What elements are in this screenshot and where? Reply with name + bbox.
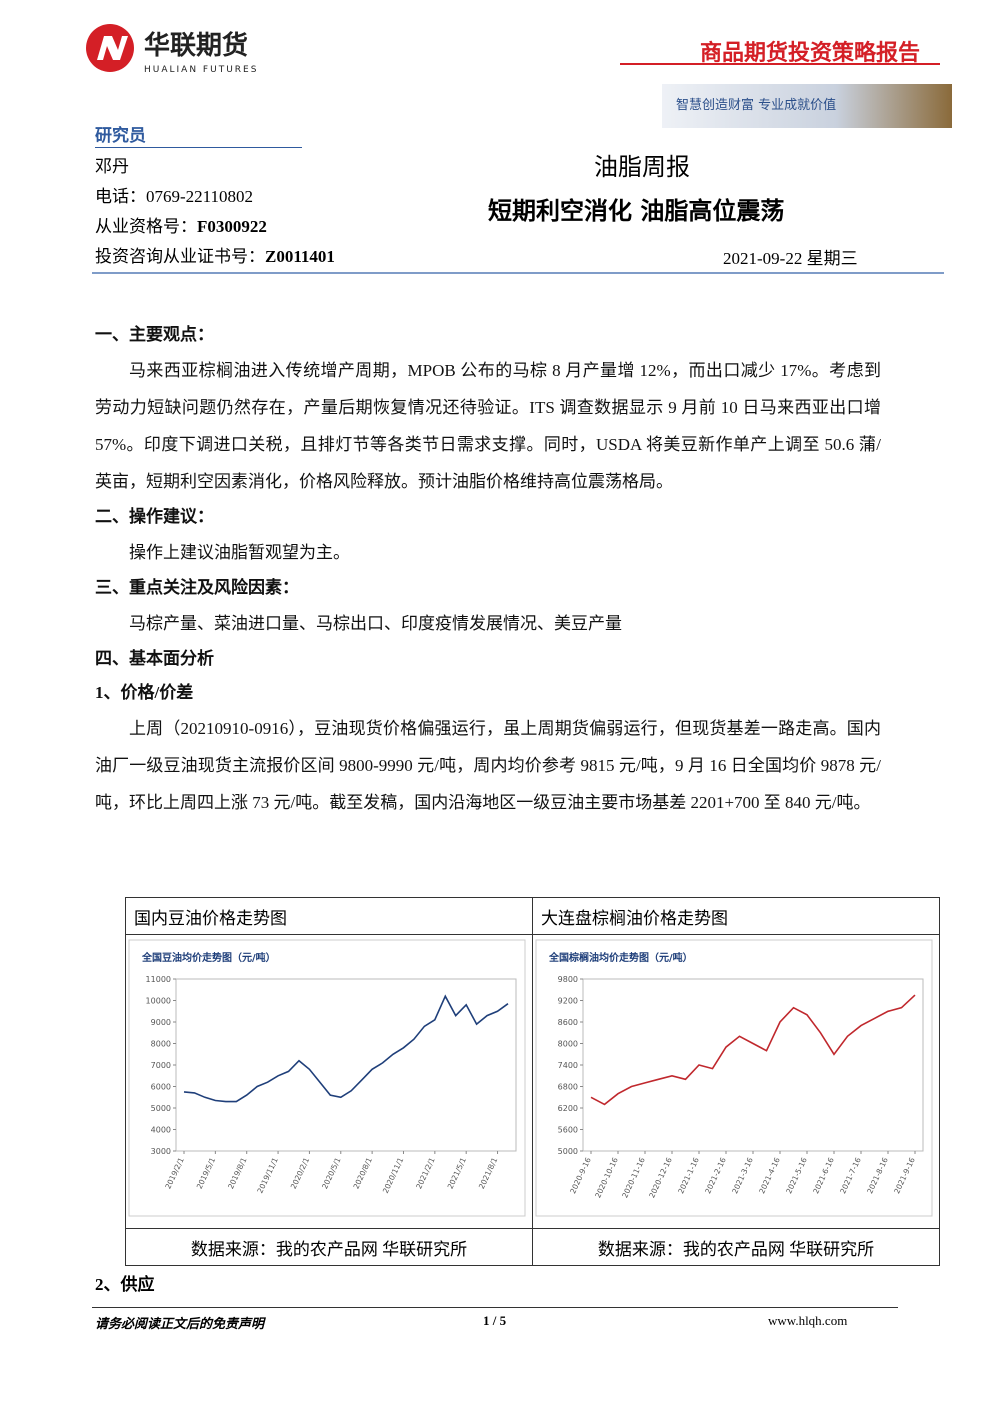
chart-title: 全国豆油均价走势图（元/吨）: [141, 951, 276, 964]
section-heading: 二、操作建议：: [95, 507, 214, 526]
y-tick-label: 8600: [558, 1018, 578, 1027]
rule: [92, 272, 944, 274]
y-tick-label: 8000: [558, 1040, 578, 1049]
report-type: 商品期货投资策略报告: [700, 41, 921, 66]
y-tick-label: 9200: [558, 997, 578, 1006]
advisor-label: 投资咨询从业证书号：: [95, 247, 265, 266]
section-heading: 一、主要观点：: [95, 325, 214, 344]
company-en: HUALIAN FUTURES: [144, 65, 258, 75]
chart-title: 全国棕榈油均价走势图（元/吨）: [548, 951, 693, 964]
figure-caption: 国内豆油价格走势图: [125, 897, 533, 935]
report-date: 2021-09-22 星期三: [723, 249, 858, 268]
logo-n: [97, 36, 128, 60]
url: www.hlqh.com: [768, 1313, 848, 1328]
y-tick-label: 3000: [151, 1147, 171, 1156]
y-tick-label: 7000: [151, 1061, 171, 1070]
slogan-box: 智慧创造财富 专业成就价值: [662, 84, 952, 128]
y-tick-label: 4000: [151, 1126, 171, 1135]
figure-source: 数据来源：我的农产品网 华联研究所: [532, 1228, 940, 1266]
y-tick-label: 9800: [558, 975, 578, 984]
figure-cell: 全国豆油均价走势图（元/吨） 3000 4000 5000 6000 7000 8000 90…: [125, 934, 533, 1229]
disclaimer: 请务必阅读正文后的免责声明: [95, 1316, 265, 1331]
advisor-no: Z0011401: [265, 247, 335, 266]
y-tick-label: 8000: [151, 1040, 171, 1049]
advisor: 投资咨询从业证书号：Z0011401: [95, 242, 335, 272]
report-title: 油脂周报: [594, 153, 690, 181]
y-tick-label: 6000: [151, 1083, 171, 1092]
price-line: [183, 994, 509, 1103]
body: 一、主要观点： 马来西亚棕榈油进入传统增产周期，MPOB 公布的马棕 8 月产量增…: [95, 318, 881, 821]
y-tick-label: 6800: [558, 1083, 578, 1092]
chart-frame: [128, 939, 526, 1217]
section-heading: 三、重点关注及风险因素：: [95, 578, 299, 597]
analyst-heading: 研究员: [95, 126, 146, 146]
page-number: 1 / 5: [483, 1313, 507, 1328]
figure-source: 数据来源：我的农产品网 华联研究所: [125, 1228, 533, 1266]
analyst-name: 邓丹: [95, 157, 129, 176]
license-no: F0300922: [197, 217, 267, 236]
y-tick-label: 7400: [558, 1061, 578, 1070]
chart-frame: [535, 939, 933, 1217]
slogan: 智慧创造财富 专业成就价值: [676, 98, 837, 113]
paragraph: 马来西亚棕榈油进入传统增产周期，MPOB 公布的马棕 8 月产量增 12%，而出…: [95, 361, 881, 491]
paragraph: 上周（20210910-0916），豆油现货价格偏强运行，虽上周期货偏弱运行，但…: [95, 719, 881, 812]
figure-caption: 大连盘棕榈油价格走势图: [532, 897, 940, 935]
figure-cell: 全国棕榈油均价走势图（元/吨） 5000 5600 6200 6800 7400 8000 8…: [532, 934, 940, 1229]
paragraph: 马棕产量、菜油进口量、马棕出口、印度疫情发展情况、美豆产量: [129, 614, 622, 633]
figure-table: 国内豆油价格走势图 大连盘棕榈油价格走势图 全国豆油均价走势图（元/吨） 3000 4…: [125, 897, 940, 1266]
analyst-phone: 电话：0769-22110802: [95, 187, 254, 206]
y-tick-label: 11000: [146, 975, 171, 984]
y-tick-label: 9000: [151, 1018, 171, 1027]
y-tick-label: 5000: [558, 1147, 578, 1156]
section-heading: 1、价格/价差: [95, 683, 194, 702]
rule: [92, 1307, 898, 1308]
price-line: [590, 994, 916, 1106]
y-tick-label: 5000: [151, 1104, 171, 1113]
section-heading: 四、基本面分析: [95, 649, 214, 668]
section-heading: 2、供应: [95, 1275, 155, 1294]
y-tick-label: 6200: [558, 1104, 578, 1113]
rule: [95, 147, 302, 148]
report-subtitle: 短期利空消化 油脂高位震荡: [488, 197, 785, 225]
chart: 全国棕榈油均价走势图（元/吨） 5000 5600 6200 6800 7400 8000 8…: [535, 939, 933, 1217]
chart: 全国豆油均价走势图（元/吨） 3000 4000 5000 6000 7000 8000 90…: [128, 939, 526, 1217]
license: 从业资格号：F0300922: [95, 212, 335, 242]
company: 华联期货: [144, 30, 248, 61]
y-tick-label: 5600: [558, 1126, 578, 1135]
paragraph: 操作上建议油脂暂观望为主。: [129, 543, 350, 562]
y-tick-label: 10000: [146, 997, 171, 1006]
logo: 华联期货 HUALIAN FUTURES: [86, 24, 258, 75]
analyst-info: 邓丹 电话：0769-22110802 从业资格号：F0300922 投资咨询从…: [95, 152, 335, 272]
rule: [620, 63, 940, 65]
license-label: 从业资格号：: [95, 217, 197, 236]
